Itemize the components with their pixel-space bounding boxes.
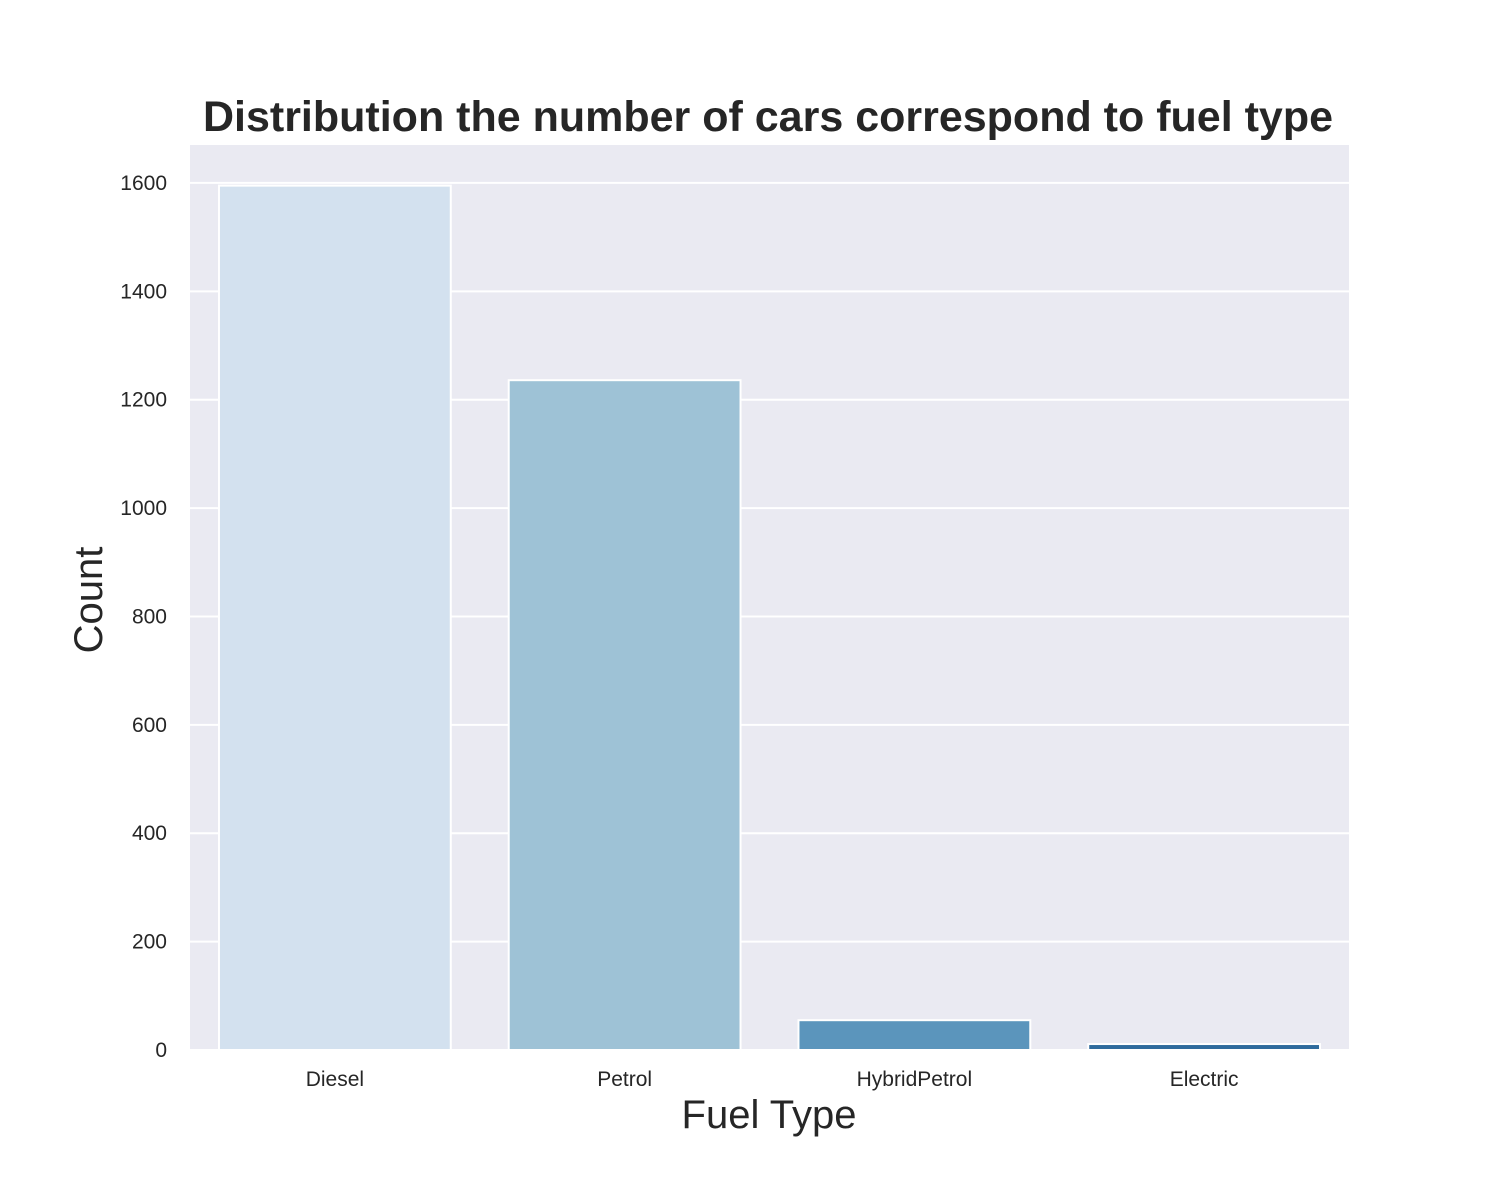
chart-title: Distribution the number of cars correspo… bbox=[203, 93, 1333, 141]
bar-petrol bbox=[507, 379, 742, 1052]
y-tick-label: 1200 bbox=[120, 389, 167, 412]
x-tick-label: Diesel bbox=[306, 1068, 364, 1091]
y-axis-label: Count bbox=[67, 547, 111, 654]
y-tick-label: 600 bbox=[132, 714, 167, 737]
bar-hybridpetrol bbox=[797, 1019, 1032, 1052]
y-tick-label: 200 bbox=[132, 931, 167, 954]
x-tick-labels: Diesel Petrol HybridPetrol Electric bbox=[306, 1068, 1239, 1091]
x-tick-label: HybridPetrol bbox=[857, 1068, 973, 1091]
bars bbox=[217, 184, 1322, 1052]
y-tick-label: 1400 bbox=[120, 280, 167, 303]
y-tick-label: 400 bbox=[132, 822, 167, 845]
y-tick-label: 800 bbox=[132, 605, 167, 628]
bar-electric bbox=[1087, 1043, 1322, 1052]
bar-diesel bbox=[217, 184, 452, 1051]
x-tick-label: Electric bbox=[1170, 1068, 1239, 1091]
x-tick-label: Petrol bbox=[597, 1068, 652, 1091]
y-tick-label: 1000 bbox=[120, 497, 167, 520]
y-tick-label: 0 bbox=[155, 1039, 167, 1062]
y-tick-labels: 0 200 400 600 800 1000 1200 1400 1600 bbox=[120, 172, 167, 1062]
x-axis-label: Fuel Type bbox=[682, 1093, 857, 1137]
y-tick-label: 1600 bbox=[120, 172, 167, 195]
